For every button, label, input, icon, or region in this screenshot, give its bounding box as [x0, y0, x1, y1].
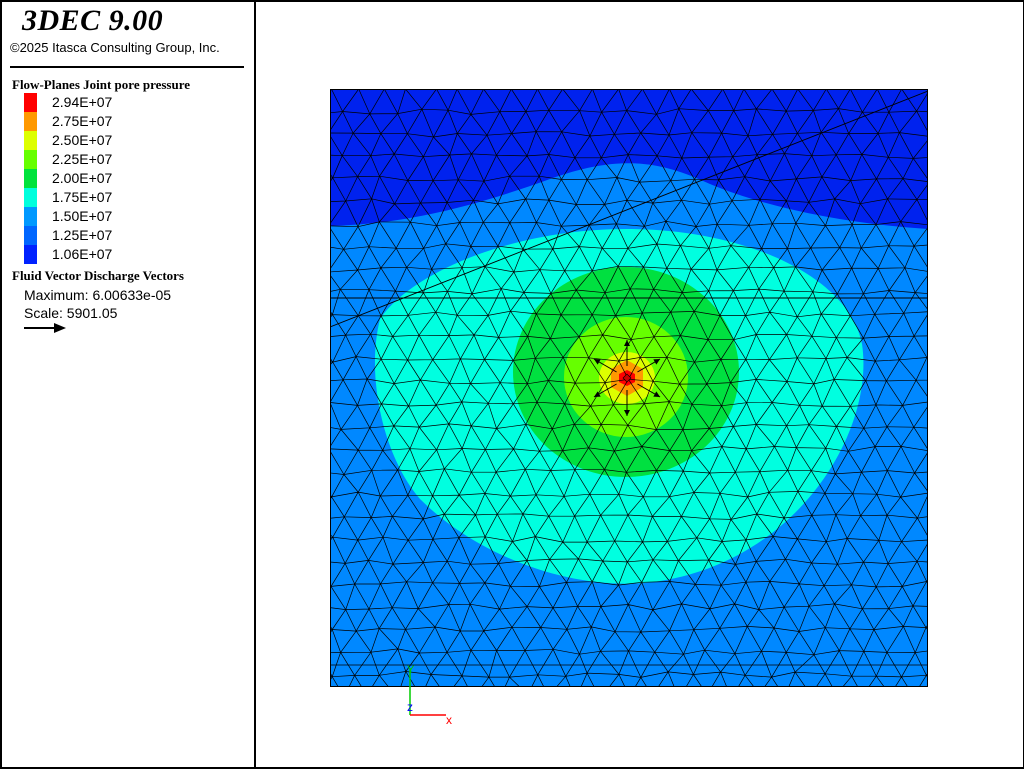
legend-item: 1.06E+07 — [24, 245, 224, 264]
vector-head — [624, 340, 630, 346]
injection-point — [622, 373, 632, 383]
axes-triad: Y z x — [407, 664, 452, 727]
legend-item: 2.94E+07 — [24, 93, 224, 112]
legend-panel: 3DEC 9.00 ©2025 Itasca Consulting Group,… — [0, 0, 256, 767]
legend-item: 1.50E+07 — [24, 207, 224, 226]
model-plot[interactable] — [330, 89, 928, 687]
legend-item: 1.25E+07 — [24, 226, 224, 245]
vector-head — [624, 410, 630, 416]
vectors-heading: Fluid Vector Discharge Vectors — [12, 268, 184, 283]
title-divider — [10, 66, 244, 68]
vector-head — [653, 359, 661, 365]
z-axis-label: z — [407, 700, 413, 714]
joint-mesh — [330, 89, 928, 687]
legend-swatch — [24, 112, 37, 131]
vector-scale: Scale: 5901.05 — [24, 305, 118, 321]
legend-item: 2.50E+07 — [24, 131, 224, 150]
legend-label: 1.25E+07 — [52, 227, 113, 243]
legend-label: 1.06E+07 — [52, 246, 113, 262]
mesh-edges — [330, 89, 928, 687]
x-axis-label: x — [446, 713, 452, 727]
joint-line — [330, 90, 928, 328]
legend-swatch — [24, 131, 37, 150]
color-legend: 2.94E+07 2.75E+07 2.50E+07 2.25E+07 2.00… — [24, 93, 224, 264]
legend-label: 2.50E+07 — [52, 132, 113, 148]
legend-swatch — [24, 245, 37, 264]
copyright-text: ©2025 Itasca Consulting Group, Inc. — [10, 40, 220, 55]
plot-border — [330, 89, 928, 687]
pore-pressure-contours — [330, 89, 928, 687]
vector-maximum: Maximum: 6.00633e-05 — [24, 287, 172, 303]
legend-label: 2.25E+07 — [52, 151, 113, 167]
legend-item: 2.00E+07 — [24, 169, 224, 188]
legend-item: 2.75E+07 — [24, 112, 224, 131]
app-title: 3DEC 9.00 — [22, 4, 164, 37]
scale-arrow-icon — [24, 323, 66, 333]
legend-heading: Flow-Planes Joint pore pressure — [12, 77, 191, 92]
legend-swatch — [24, 188, 37, 207]
legend-swatch — [24, 169, 37, 188]
legend-swatch — [24, 93, 37, 112]
legend-item: 2.25E+07 — [24, 150, 224, 169]
vector-head — [593, 391, 601, 397]
vector-head — [593, 359, 601, 365]
legend-swatch — [24, 226, 37, 245]
legend-label: 1.75E+07 — [52, 189, 113, 205]
y-axis-label: Y — [407, 664, 415, 676]
legend-swatch — [24, 150, 37, 169]
legend-label: 2.00E+07 — [52, 170, 113, 186]
legend-swatch — [24, 207, 37, 226]
legend-item: 1.75E+07 — [24, 188, 224, 207]
legend-label: 2.94E+07 — [52, 94, 113, 110]
legend-label: 2.75E+07 — [52, 113, 113, 129]
discharge-vectors — [593, 340, 661, 416]
vector-head — [653, 391, 661, 397]
legend-label: 1.50E+07 — [52, 208, 113, 224]
